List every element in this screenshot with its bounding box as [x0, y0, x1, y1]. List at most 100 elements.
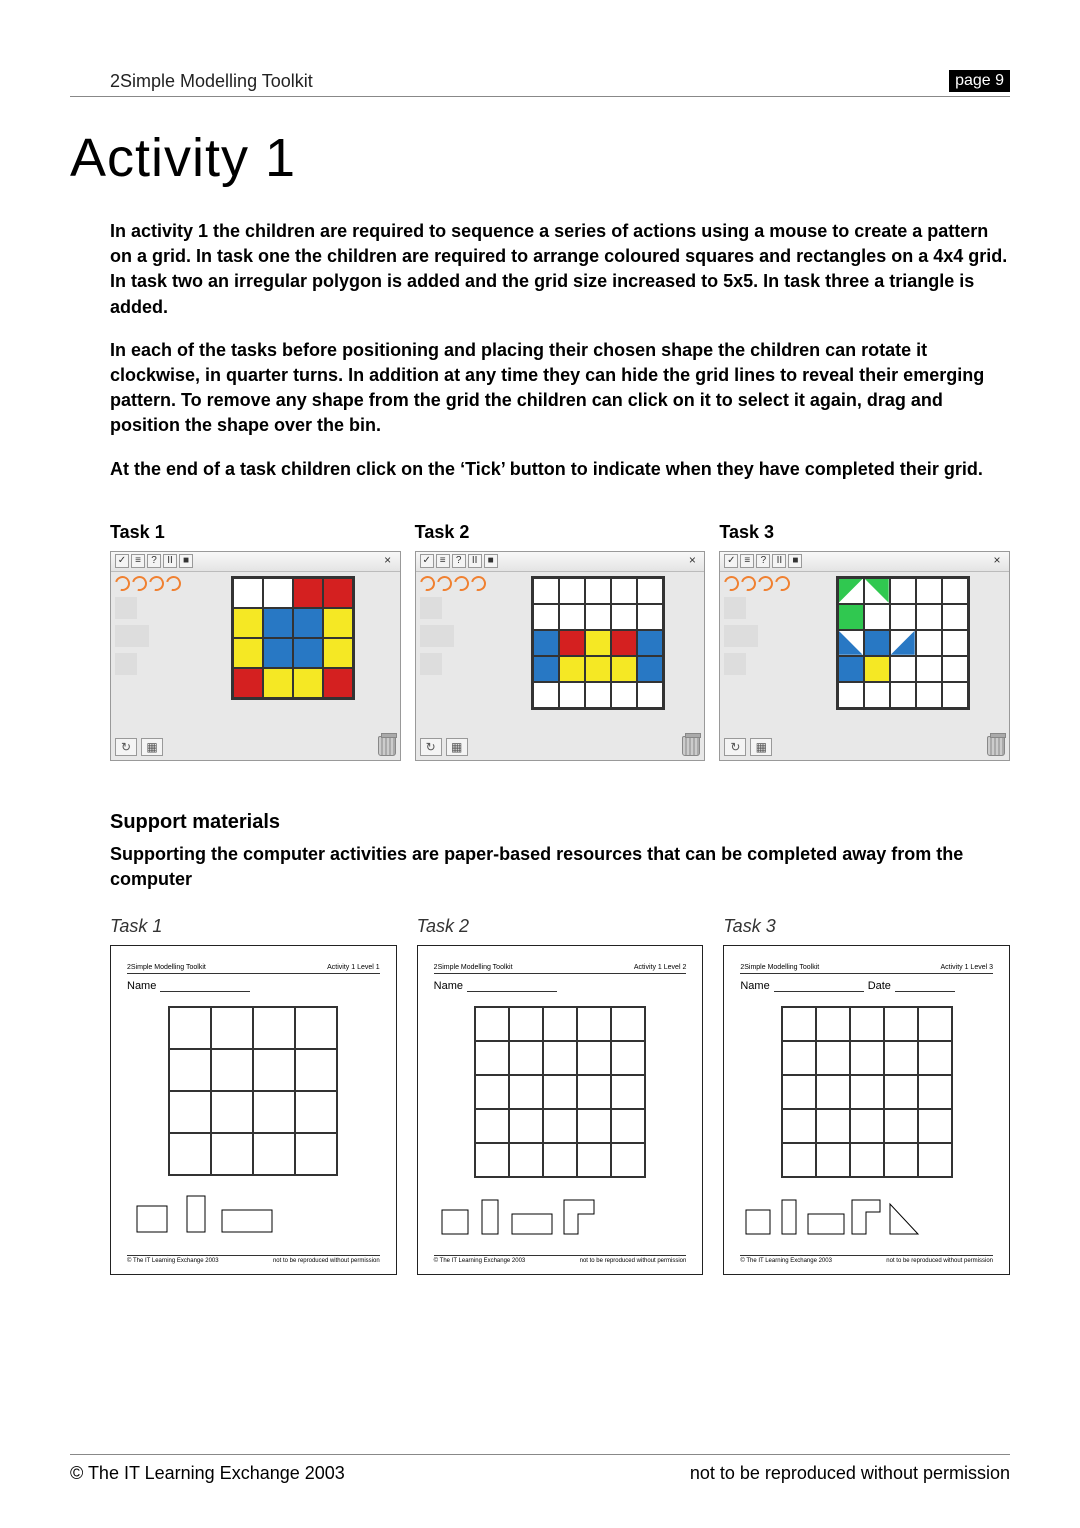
grid-toggle-button[interactable]: ▦ — [446, 738, 468, 756]
pause-icon[interactable]: II — [772, 554, 786, 568]
menu-icon[interactable]: ≡ — [740, 554, 754, 568]
grid-cell[interactable] — [838, 578, 864, 604]
shape-slot[interactable] — [724, 597, 746, 619]
shape-slot[interactable] — [724, 653, 746, 675]
trash-icon[interactable] — [378, 736, 396, 756]
grid-cell[interactable] — [838, 656, 864, 682]
grid-cell[interactable] — [890, 578, 916, 604]
grid-cell[interactable] — [916, 682, 942, 708]
help-icon[interactable]: ? — [452, 554, 466, 568]
rotate-icon[interactable] — [417, 573, 437, 593]
grid-cell[interactable] — [838, 630, 864, 656]
grid-cell[interactable] — [916, 604, 942, 630]
grid-cell[interactable] — [293, 638, 323, 668]
grid-cell[interactable] — [864, 656, 890, 682]
grid-cell[interactable] — [293, 668, 323, 698]
grid-cell[interactable] — [559, 578, 585, 604]
rotate-icon[interactable] — [739, 573, 759, 593]
shape-slot[interactable] — [115, 625, 149, 647]
grid-cell[interactable] — [323, 638, 353, 668]
grid-cell[interactable] — [637, 630, 663, 656]
grid-cell[interactable] — [533, 578, 559, 604]
rotate-icon[interactable] — [468, 573, 488, 593]
grid-cell[interactable] — [559, 630, 585, 656]
rotate-icon[interactable] — [112, 573, 132, 593]
grid-cell[interactable] — [263, 668, 293, 698]
grid-cell[interactable] — [637, 682, 663, 708]
grid-cell[interactable] — [233, 578, 263, 608]
grid-cell[interactable] — [942, 604, 968, 630]
grid-cell[interactable] — [864, 682, 890, 708]
tick-icon[interactable]: ✓ — [420, 554, 434, 568]
grid-cell[interactable] — [942, 630, 968, 656]
rotate-icon[interactable] — [434, 573, 454, 593]
close-icon[interactable]: × — [989, 554, 1005, 568]
grid-cell[interactable] — [263, 608, 293, 638]
grid-cell[interactable] — [233, 608, 263, 638]
grid-cell[interactable] — [585, 656, 611, 682]
shape-slot[interactable] — [724, 625, 758, 647]
grid-cell[interactable] — [585, 578, 611, 604]
menu-icon[interactable]: ≡ — [131, 554, 145, 568]
grid-cell[interactable] — [637, 656, 663, 682]
trash-icon[interactable] — [682, 736, 700, 756]
shape-slot[interactable] — [420, 597, 442, 619]
rotate-icon[interactable] — [146, 573, 166, 593]
grid-cell[interactable] — [637, 604, 663, 630]
grid-cell[interactable] — [293, 608, 323, 638]
grid-cell[interactable] — [611, 604, 637, 630]
grid-cell[interactable] — [293, 578, 323, 608]
grid-cell[interactable] — [864, 578, 890, 604]
shape-slot[interactable] — [420, 625, 454, 647]
close-icon[interactable]: × — [684, 554, 700, 568]
grid-toggle-button[interactable]: ▦ — [141, 738, 163, 756]
grid-cell[interactable] — [585, 682, 611, 708]
grid-cell[interactable] — [233, 668, 263, 698]
grid-cell[interactable] — [233, 638, 263, 668]
stop-icon[interactable]: ■ — [788, 554, 802, 568]
grid-cell[interactable] — [533, 656, 559, 682]
grid-cell[interactable] — [890, 656, 916, 682]
grid-cell[interactable] — [585, 630, 611, 656]
grid-cell[interactable] — [942, 682, 968, 708]
close-icon[interactable]: × — [380, 554, 396, 568]
rotate-icon[interactable] — [451, 573, 471, 593]
grid-cell[interactable] — [890, 682, 916, 708]
stop-icon[interactable]: ■ — [179, 554, 193, 568]
help-icon[interactable]: ? — [756, 554, 770, 568]
grid-cell[interactable] — [916, 630, 942, 656]
grid-cell[interactable] — [890, 604, 916, 630]
rotate-button[interactable]: ↻ — [420, 738, 442, 756]
trash-icon[interactable] — [987, 736, 1005, 756]
grid-cell[interactable] — [942, 578, 968, 604]
grid-cell[interactable] — [533, 604, 559, 630]
pattern-grid[interactable] — [836, 576, 970, 710]
grid-cell[interactable] — [890, 630, 916, 656]
rotate-icon[interactable] — [129, 573, 149, 593]
grid-cell[interactable] — [559, 656, 585, 682]
grid-cell[interactable] — [323, 668, 353, 698]
grid-cell[interactable] — [864, 604, 890, 630]
grid-cell[interactable] — [916, 578, 942, 604]
grid-cell[interactable] — [942, 656, 968, 682]
grid-cell[interactable] — [263, 578, 293, 608]
tick-icon[interactable]: ✓ — [115, 554, 129, 568]
pause-icon[interactable]: II — [163, 554, 177, 568]
tick-icon[interactable]: ✓ — [724, 554, 738, 568]
pause-icon[interactable]: II — [468, 554, 482, 568]
grid-cell[interactable] — [916, 656, 942, 682]
shape-slot[interactable] — [420, 653, 442, 675]
grid-cell[interactable] — [263, 638, 293, 668]
pattern-grid[interactable] — [231, 576, 355, 700]
grid-toggle-button[interactable]: ▦ — [750, 738, 772, 756]
rotate-button[interactable]: ↻ — [115, 738, 137, 756]
grid-cell[interactable] — [323, 578, 353, 608]
grid-cell[interactable] — [637, 578, 663, 604]
rotate-button[interactable]: ↻ — [724, 738, 746, 756]
grid-cell[interactable] — [838, 682, 864, 708]
rotate-icon[interactable] — [773, 573, 793, 593]
rotate-icon[interactable] — [722, 573, 742, 593]
help-icon[interactable]: ? — [147, 554, 161, 568]
shape-slot[interactable] — [115, 597, 137, 619]
grid-cell[interactable] — [533, 630, 559, 656]
